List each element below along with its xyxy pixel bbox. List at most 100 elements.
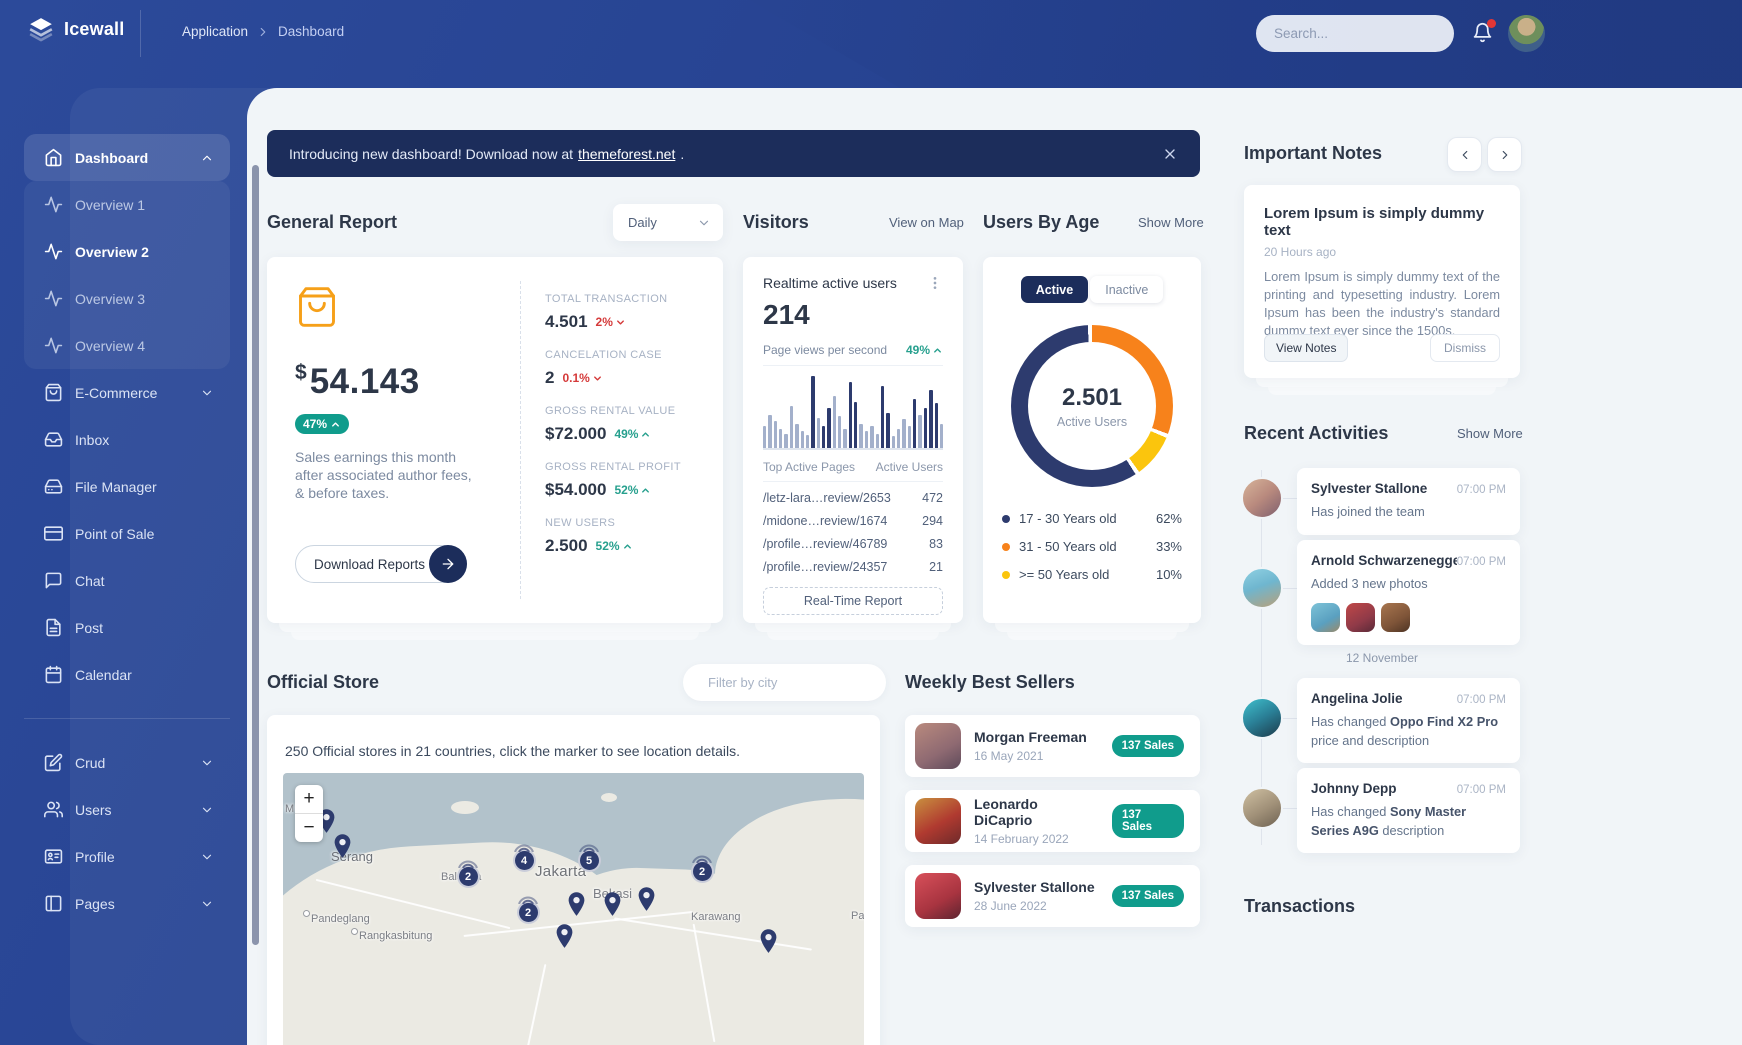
notes-next-button[interactable] bbox=[1487, 137, 1522, 172]
seller-card[interactable]: Sylvester Stallone 28 June 2022 137 Sale… bbox=[905, 865, 1200, 927]
stat-gross-rental-profit: GROSS RENTAL PROFIT $54.000 52% bbox=[545, 461, 681, 499]
timeline-line bbox=[1261, 470, 1262, 845]
sidebar-item-profile[interactable]: Profile bbox=[24, 833, 230, 880]
sidebar-item-overview-1[interactable]: Overview 1 bbox=[24, 181, 230, 228]
real-time-report-button[interactable]: Real-Time Report bbox=[763, 587, 943, 615]
activity-photo[interactable] bbox=[1311, 602, 1340, 632]
breadcrumb: Application Dashboard bbox=[182, 24, 344, 39]
chevron-up-icon bbox=[330, 419, 341, 430]
sidebar-item-calendar[interactable]: Calendar bbox=[24, 651, 230, 698]
sidebar-item-overview-3[interactable]: Overview 3 bbox=[24, 275, 230, 322]
activity-photo[interactable] bbox=[1346, 602, 1375, 632]
id-card-icon bbox=[44, 847, 63, 866]
seller-photo bbox=[915, 723, 961, 769]
app-logo[interactable]: Icewall bbox=[28, 16, 124, 42]
sidebar-item-inbox[interactable]: Inbox bbox=[24, 416, 230, 463]
layout-icon bbox=[44, 894, 63, 913]
card-stack-layer bbox=[755, 623, 951, 632]
chevron-up-icon bbox=[640, 429, 651, 440]
period-select[interactable]: Daily bbox=[613, 204, 723, 241]
chevron-left-icon bbox=[1458, 148, 1472, 162]
store-pin[interactable] bbox=[566, 891, 587, 918]
active-inactive-toggle: Active Inactive bbox=[1002, 276, 1182, 303]
breadcrumb-dashboard[interactable]: Dashboard bbox=[278, 24, 345, 39]
view-on-map-link[interactable]: View on Map bbox=[889, 215, 964, 230]
chevron-down-icon bbox=[200, 850, 214, 864]
table-row[interactable]: /profile…review/24357 21 bbox=[763, 560, 943, 574]
breadcrumb-application[interactable]: Application bbox=[182, 24, 249, 39]
sidebar-item-file-manager[interactable]: File Manager bbox=[24, 463, 230, 510]
activity-avatar[interactable] bbox=[1241, 697, 1283, 739]
toggle-inactive[interactable]: Inactive bbox=[1090, 276, 1164, 303]
chevron-down-icon bbox=[200, 756, 214, 770]
filter-by-city-input[interactable] bbox=[706, 674, 886, 691]
themeforest-link[interactable]: themeforest.net bbox=[578, 145, 676, 162]
sidebar-item-pages[interactable]: Pages bbox=[24, 880, 230, 927]
download-reports-button[interactable]: Download Reports bbox=[295, 545, 467, 583]
credit-card-icon bbox=[44, 524, 63, 543]
store-cluster-marker[interactable]: 2 bbox=[689, 850, 715, 883]
activities-show-more-link[interactable]: Show More bbox=[1457, 426, 1523, 441]
dashed-divider bbox=[520, 281, 521, 599]
toggle-active[interactable]: Active bbox=[1020, 276, 1089, 303]
dismiss-button[interactable]: Dismiss bbox=[1430, 334, 1500, 362]
zoom-out-button[interactable]: − bbox=[295, 813, 323, 842]
notification-badge bbox=[1487, 19, 1496, 28]
view-notes-button[interactable]: View Notes bbox=[1264, 334, 1349, 362]
store-pin[interactable] bbox=[602, 891, 623, 918]
sidebar-item-point-of-sale[interactable]: Point of Sale bbox=[24, 510, 230, 557]
sidebar-item-post[interactable]: Post bbox=[24, 604, 230, 651]
table-row[interactable]: /midone…review/1674 294 bbox=[763, 514, 943, 528]
sales-description: Sales earnings this month after associat… bbox=[295, 449, 472, 502]
legend-dot bbox=[1002, 570, 1010, 579]
sidebar-item-dashboard[interactable]: Dashboard bbox=[24, 134, 230, 181]
store-cluster-marker[interactable]: 2 bbox=[455, 855, 481, 888]
store-cluster-marker[interactable]: 5 bbox=[576, 839, 602, 872]
activity-avatar[interactable] bbox=[1241, 787, 1283, 829]
card-stack-layer bbox=[995, 623, 1189, 632]
arrow-right-icon bbox=[429, 545, 467, 583]
donut-center-value: 2.501 bbox=[1061, 383, 1123, 411]
sidebar-item-ecommerce[interactable]: E-Commerce bbox=[24, 369, 230, 416]
zoom-in-button[interactable]: + bbox=[303, 788, 315, 809]
activity-item: Johnny Depp 07:00 PM Has changed Sony Ma… bbox=[1297, 768, 1520, 854]
search-input[interactable] bbox=[1272, 25, 1453, 42]
table-row[interactable]: /profile…review/46789 83 bbox=[763, 537, 943, 551]
activity-photo[interactable] bbox=[1381, 602, 1410, 632]
card-stack-layer bbox=[279, 623, 711, 632]
notes-prev-button[interactable] bbox=[1447, 137, 1482, 172]
sidebar-item-overview-4[interactable]: Overview 4 bbox=[24, 322, 230, 369]
activity-avatar[interactable] bbox=[1241, 477, 1283, 519]
store-cluster-marker[interactable]: 2 bbox=[515, 891, 541, 924]
navbar-divider bbox=[140, 10, 141, 57]
sidebar-item-users[interactable]: Users bbox=[24, 786, 230, 833]
seller-card[interactable]: Leonardo DiCaprio 14 February 2022 137 S… bbox=[905, 790, 1200, 852]
seller-card[interactable]: Morgan Freeman 16 May 2021 137 Sales bbox=[905, 715, 1200, 777]
chevron-up-icon bbox=[640, 485, 651, 496]
sidebar-item-overview-2[interactable]: Overview 2 bbox=[24, 228, 230, 275]
user-avatar[interactable] bbox=[1508, 15, 1545, 52]
notifications-button[interactable] bbox=[1472, 19, 1496, 43]
users-by-age-title: Users By Age bbox=[983, 212, 1100, 232]
age-donut-chart: 2.501 Active Users bbox=[1011, 325, 1173, 487]
users-by-age-show-more-link[interactable]: Show More bbox=[1138, 215, 1204, 230]
sidebar-scrollbar[interactable] bbox=[252, 165, 259, 945]
note-body: Lorem Ipsum is simply dummy text of the … bbox=[1264, 269, 1500, 339]
chevron-right-icon bbox=[256, 25, 270, 39]
table-row[interactable]: /letz-lara…review/2653 472 bbox=[763, 491, 943, 505]
sidebar-item-crud[interactable]: Crud bbox=[24, 739, 230, 786]
activity-avatar[interactable] bbox=[1241, 567, 1283, 609]
sidebar-item-chat[interactable]: Chat bbox=[24, 557, 230, 604]
page-views-delta: 49% bbox=[906, 343, 943, 357]
store-pin[interactable] bbox=[554, 923, 575, 950]
store-pin[interactable] bbox=[758, 928, 779, 955]
card-stack-layer bbox=[291, 632, 699, 640]
store-map[interactable]: M Serang Balaraja Jakarta Bekasi Karawan… bbox=[283, 773, 864, 1045]
activity-item: Arnold Schwarzenegger 07:00 PM Added 3 n… bbox=[1297, 540, 1520, 645]
store-pin[interactable] bbox=[636, 886, 657, 913]
banner-close-button[interactable] bbox=[1162, 146, 1178, 162]
more-options-button[interactable] bbox=[927, 275, 943, 291]
store-pin[interactable] bbox=[332, 833, 353, 860]
store-cluster-marker[interactable]: 4 bbox=[511, 839, 537, 872]
